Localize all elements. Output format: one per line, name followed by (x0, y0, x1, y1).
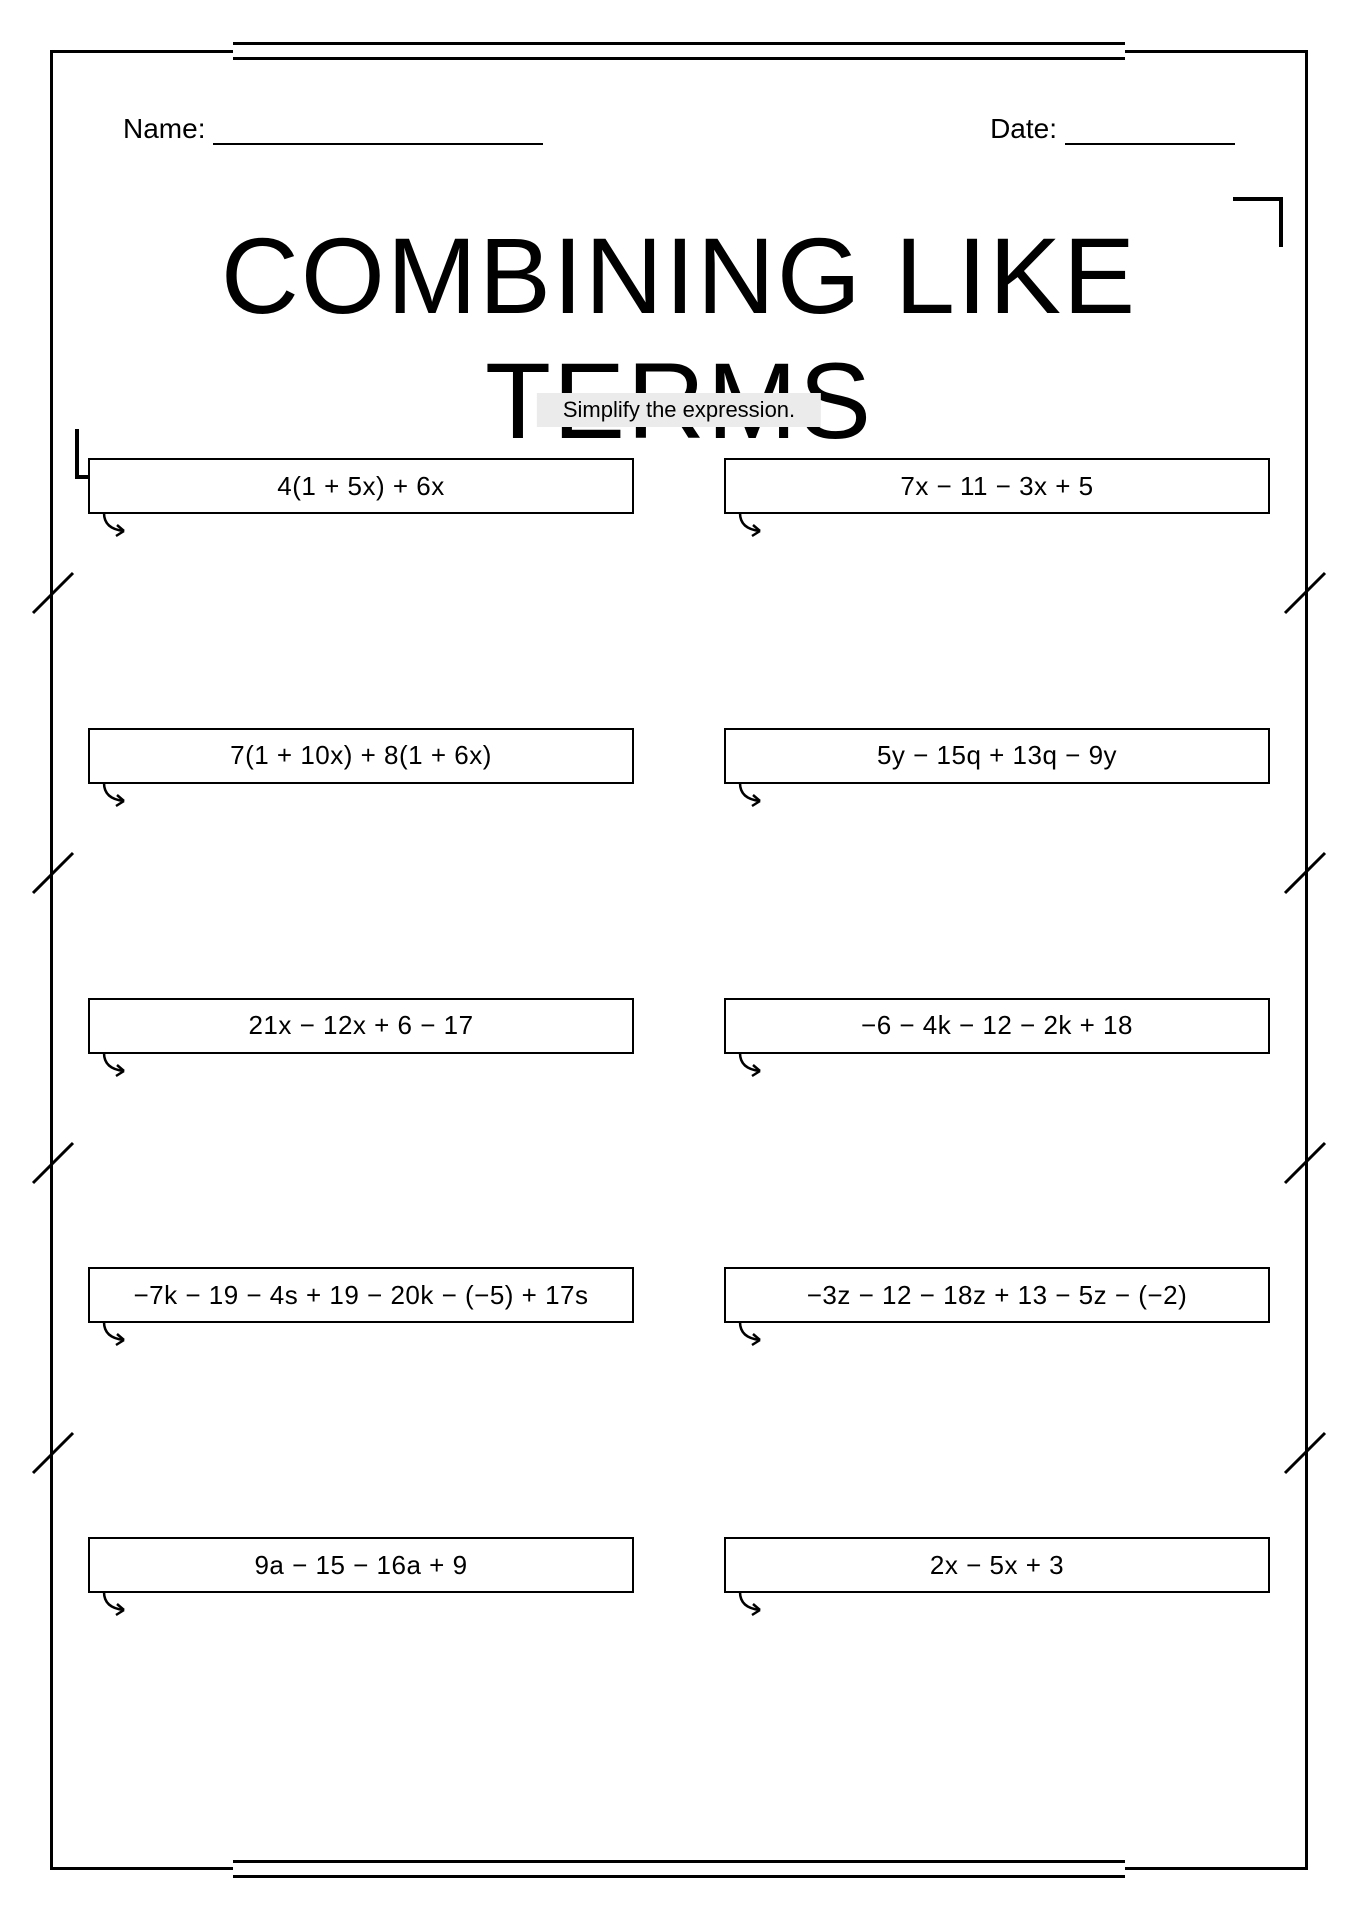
edge-tick-icon (1275, 1133, 1335, 1193)
problem-cell: −3z − 12 − 18z + 13 − 5z − (−2) (724, 1267, 1270, 1537)
expression-box: −7k − 19 − 4s + 19 − 20k − (−5) + 17s (88, 1267, 634, 1323)
arrow-icon (736, 1320, 774, 1350)
header-fields: Name: Date: (123, 113, 1235, 145)
expression-box: 2x − 5x + 3 (724, 1537, 1270, 1593)
top-bar-decoration (233, 42, 1125, 60)
expression-box: −6 − 4k − 12 − 2k + 18 (724, 998, 1270, 1054)
arrow-icon (100, 1320, 138, 1350)
arrow-icon (736, 511, 774, 541)
expression-box: 5y − 15q + 13q − 9y (724, 728, 1270, 784)
edge-tick-icon (1275, 563, 1335, 623)
expression-box: 7x − 11 − 3x + 5 (724, 458, 1270, 514)
arrow-icon (100, 1590, 138, 1620)
problem-cell: −7k − 19 − 4s + 19 − 20k − (−5) + 17s (88, 1267, 634, 1537)
edge-tick-icon (1275, 843, 1335, 903)
problem-cell: 21x − 12x + 6 − 17 (88, 998, 634, 1268)
expression-box: 9a − 15 − 16a + 9 (88, 1537, 634, 1593)
problem-cell: 2x − 5x + 3 (724, 1537, 1270, 1807)
title-container: COMBINING LIKE TERMS (93, 203, 1265, 473)
problem-cell: 5y − 15q + 13q − 9y (724, 728, 1270, 998)
edge-tick-icon (23, 563, 83, 623)
edge-tick-icon (1275, 1423, 1335, 1483)
problem-cell: −6 − 4k − 12 − 2k + 18 (724, 998, 1270, 1268)
problem-cell: 7x − 11 − 3x + 5 (724, 458, 1270, 728)
arrow-icon (736, 1051, 774, 1081)
name-input-line[interactable] (213, 119, 543, 145)
worksheet-page: Name: Date: COMBINING LIKE TERMS Simplif… (50, 50, 1308, 1870)
corner-decoration-tr (1233, 197, 1283, 247)
problem-cell: 9a − 15 − 16a + 9 (88, 1537, 634, 1807)
arrow-icon (100, 511, 138, 541)
expression-box: 7(1 + 10x) + 8(1 + 6x) (88, 728, 634, 784)
instruction-text: Simplify the expression. (537, 393, 821, 427)
expression-box: 21x − 12x + 6 − 17 (88, 998, 634, 1054)
date-field: Date: (990, 113, 1235, 145)
edge-tick-icon (23, 843, 83, 903)
bottom-bar-decoration (233, 1860, 1125, 1878)
expression-box: 4(1 + 5x) + 6x (88, 458, 634, 514)
edge-tick-icon (23, 1133, 83, 1193)
expression-box: −3z − 12 − 18z + 13 − 5z − (−2) (724, 1267, 1270, 1323)
arrow-icon (736, 1590, 774, 1620)
problem-cell: 4(1 + 5x) + 6x (88, 458, 634, 728)
name-label: Name: (123, 113, 205, 145)
arrow-icon (100, 781, 138, 811)
problems-grid: 4(1 + 5x) + 6x 7x − 11 − 3x + 5 7(1 + 10x)… (88, 458, 1270, 1807)
date-label: Date: (990, 113, 1057, 145)
worksheet-title: COMBINING LIKE TERMS (93, 203, 1265, 473)
problem-cell: 7(1 + 10x) + 8(1 + 6x) (88, 728, 634, 998)
arrow-icon (736, 781, 774, 811)
name-field: Name: (123, 113, 543, 145)
arrow-icon (100, 1051, 138, 1081)
edge-tick-icon (23, 1423, 83, 1483)
date-input-line[interactable] (1065, 119, 1235, 145)
